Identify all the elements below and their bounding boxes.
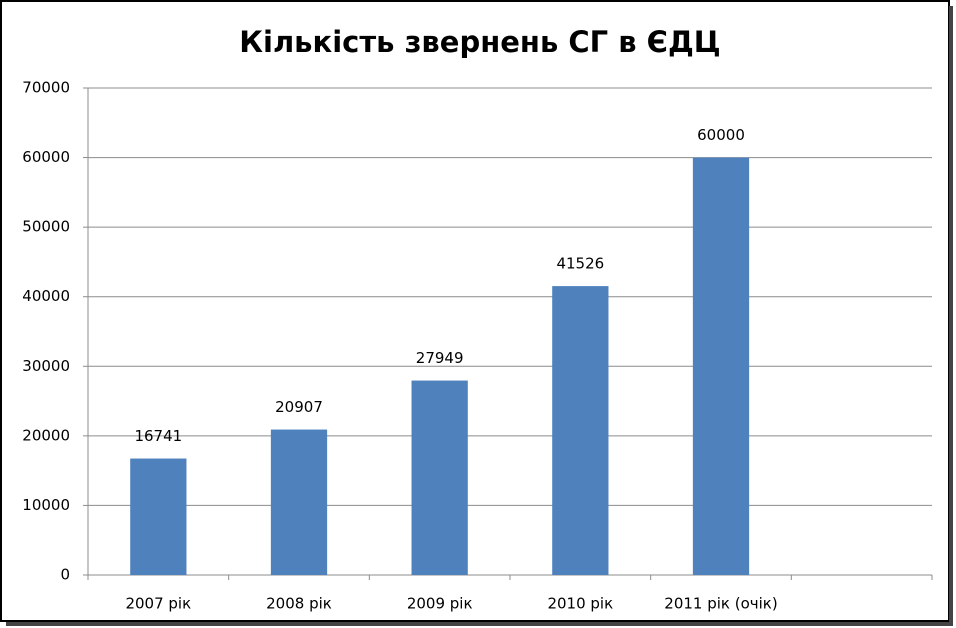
x-tick-label: 2011 рік (очік) — [664, 595, 777, 613]
bar — [270, 429, 328, 575]
bar — [552, 286, 609, 575]
x-tick-label: 2008 рік — [266, 595, 332, 613]
data-label: 20907 — [275, 398, 323, 416]
y-tick-label: 40000 — [22, 287, 70, 305]
chart-title: Кількість звернень СГ в ЄДЦ — [239, 25, 720, 59]
x-tick-label: 2009 рік — [407, 595, 473, 613]
bar — [692, 157, 750, 576]
bar — [411, 380, 468, 575]
y-tick-label: 10000 — [22, 496, 70, 514]
bar — [130, 458, 187, 575]
y-tick-label: 0 — [60, 566, 70, 584]
data-label: 41526 — [556, 255, 604, 273]
y-tick-label: 50000 — [22, 218, 70, 236]
y-tick-label: 60000 — [22, 148, 70, 166]
y-tick-label: 30000 — [22, 357, 70, 375]
x-tick-label: 2010 рік — [547, 595, 613, 613]
data-label: 27949 — [416, 349, 464, 367]
y-tick-label: 20000 — [22, 426, 70, 444]
y-tick-label: 70000 — [22, 79, 70, 97]
data-label: 16741 — [134, 427, 182, 445]
x-tick-label: 2007 рік — [125, 595, 191, 613]
data-label: 60000 — [697, 126, 745, 144]
